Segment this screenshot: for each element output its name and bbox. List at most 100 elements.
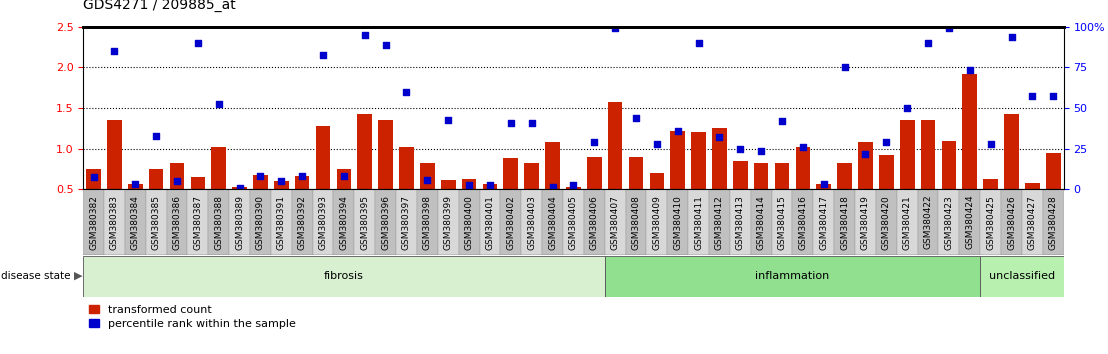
Bar (876, 189, 896, 255)
Point (606, 25, 624, 31)
Bar (963, 74, 977, 230)
Bar (148, 169, 163, 230)
Point (105, 48, 123, 54)
Text: GSM380388: GSM380388 (214, 195, 223, 250)
Bar (501, 189, 521, 255)
Bar (646, 189, 667, 255)
Bar (358, 114, 372, 230)
Text: GSM380419: GSM380419 (861, 195, 870, 250)
Point (961, 67, 978, 73)
Bar (316, 126, 330, 230)
Legend: transformed count, percentile rank within the sample: transformed count, percentile rank withi… (89, 305, 296, 329)
Text: fibrosis: fibrosis (324, 271, 363, 281)
Point (294, 173, 311, 178)
Bar (212, 147, 226, 230)
Bar (376, 189, 396, 255)
Point (856, 152, 874, 157)
Bar (709, 189, 730, 255)
Bar (626, 189, 646, 255)
Text: GSM380414: GSM380414 (757, 195, 766, 250)
Bar (813, 189, 834, 255)
Bar (441, 179, 455, 230)
Bar (900, 120, 914, 230)
Bar (459, 189, 480, 255)
Point (1045, 93, 1063, 98)
Point (230, 185, 248, 190)
Bar (1002, 189, 1022, 255)
Text: GSM380387: GSM380387 (194, 195, 203, 250)
Text: GSM380416: GSM380416 (799, 195, 808, 250)
Text: GSM380402: GSM380402 (506, 195, 515, 250)
Point (940, 25, 957, 31)
Text: GSM380390: GSM380390 (256, 195, 265, 250)
Bar (751, 189, 771, 255)
Bar (774, 162, 789, 230)
Bar (295, 176, 309, 230)
Bar (566, 187, 581, 230)
Bar (608, 102, 623, 230)
Point (273, 178, 290, 184)
Bar (896, 189, 917, 255)
Text: GSM380420: GSM380420 (882, 195, 891, 250)
Text: disease state: disease state (1, 271, 71, 281)
Bar (521, 189, 542, 255)
Bar (838, 162, 852, 230)
Bar (334, 189, 355, 255)
Bar (187, 189, 208, 255)
Bar (312, 189, 334, 255)
Bar (166, 189, 187, 255)
Text: GSM380394: GSM380394 (339, 195, 348, 250)
Bar (771, 189, 792, 255)
Text: GSM380418: GSM380418 (840, 195, 849, 250)
Bar (503, 159, 519, 230)
Bar (420, 162, 434, 230)
Bar (879, 155, 894, 230)
Bar (125, 189, 145, 255)
Text: GSM380383: GSM380383 (110, 195, 119, 250)
Point (794, 144, 812, 150)
Bar (753, 162, 769, 230)
Bar (104, 189, 125, 255)
Bar (960, 189, 981, 255)
Point (189, 40, 207, 46)
Bar (291, 189, 312, 255)
Bar (981, 256, 1064, 297)
Bar (1025, 183, 1039, 230)
Text: GSM380395: GSM380395 (360, 195, 369, 250)
Bar (378, 120, 393, 230)
Bar (712, 128, 727, 230)
Bar (337, 169, 351, 230)
Point (84, 175, 102, 180)
Bar (981, 189, 1002, 255)
Bar (127, 184, 143, 230)
Bar (417, 189, 438, 255)
Text: GSM380389: GSM380389 (235, 195, 244, 250)
Bar (208, 189, 229, 255)
Bar (984, 179, 998, 230)
Text: GSM380406: GSM380406 (589, 195, 598, 250)
Text: GSM380411: GSM380411 (694, 195, 704, 250)
Text: GSM380384: GSM380384 (131, 195, 140, 250)
Text: GSM380425: GSM380425 (986, 195, 995, 250)
Bar (670, 131, 685, 230)
Bar (170, 163, 184, 230)
Text: GSM380426: GSM380426 (1007, 195, 1016, 250)
Bar (649, 173, 664, 230)
Point (899, 105, 916, 111)
Point (377, 42, 394, 48)
Text: GDS4271 / 209885_at: GDS4271 / 209885_at (83, 0, 236, 12)
Text: GSM380423: GSM380423 (944, 195, 953, 250)
Bar (605, 189, 626, 255)
Text: GSM380385: GSM380385 (152, 195, 161, 250)
Text: GSM380397: GSM380397 (402, 195, 411, 250)
Text: GSM380413: GSM380413 (736, 195, 745, 250)
Text: GSM380386: GSM380386 (173, 195, 182, 250)
Bar (834, 189, 855, 255)
Point (920, 40, 937, 46)
Text: GSM380396: GSM380396 (381, 195, 390, 250)
Text: GSM380393: GSM380393 (318, 195, 328, 250)
Text: GSM380392: GSM380392 (298, 195, 307, 250)
Bar (233, 187, 247, 230)
Bar (917, 189, 938, 255)
Bar (1022, 189, 1043, 255)
